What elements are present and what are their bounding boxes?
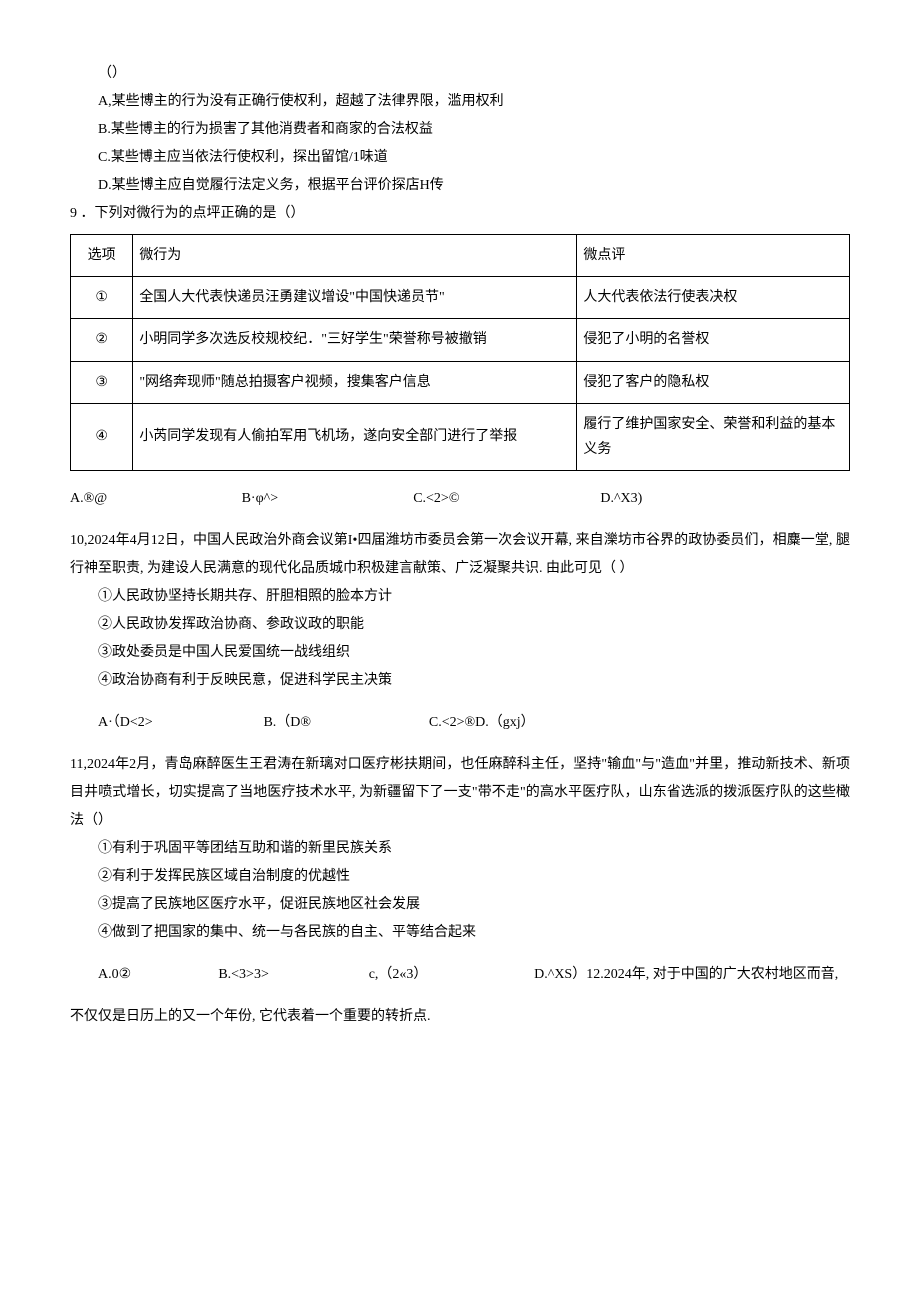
q10-choices: A·（D<2> B.（D® C.<2>®D.（gxj） xyxy=(70,709,850,737)
q10-o3: ③政处委员是中国人民爱国统一战线组织 xyxy=(70,639,850,667)
table-row: ④ 小芮同学发现有人偷拍军用飞机场，遂向安全部门进行了举报 履行了维护国家安全、… xyxy=(71,403,850,470)
q9-head-cmt: 微点评 xyxy=(577,235,850,277)
q11-stem: 11,2024年2月，青岛麻醉医生王君涛在新璃对口医疗彬扶期间，也任麻醉科主任，… xyxy=(70,751,850,835)
q10-o1: ①人民政协坚持长期共存、肝胆相照的脸本方计 xyxy=(70,583,850,611)
q8-option-a: A,某些博主的行为没有正确行使权利，超越了法律界限，滥用权利 xyxy=(70,88,850,116)
q10-choice-a: A·（D<2> xyxy=(98,709,263,737)
q11-tail: 不仅仅是日历上的又一个年份, 它代表着一个重要的转折点. xyxy=(70,1003,850,1031)
q9-head-act: 微行为 xyxy=(133,235,577,277)
q9-stem: 9 ．下列对微行为的点坪正确的是（） xyxy=(70,200,850,228)
q10-o2: ②人民政协发挥政治协商、参政议政的职能 xyxy=(70,611,850,639)
q11-o3: ③提高了民族地区医疗水平，促诳民族地区社会发展 xyxy=(70,891,850,919)
q9-r3-cmt: 侵犯了客户的隐私权 xyxy=(577,361,850,403)
q9-r4-act: 小芮同学发现有人偷拍军用飞机场，遂向安全部门进行了举报 xyxy=(133,403,577,470)
table-row: 选项 微行为 微点评 xyxy=(71,235,850,277)
q9-choice-d: D.^X3) xyxy=(600,485,642,513)
q9-r1-act: 全国人大代表快递员汪勇建议增设"中国快递员节" xyxy=(133,277,577,319)
q10-stem: 10,2024年4月12日，中国人民政治外商会议第I•四届潍坊市委员会第一次会议… xyxy=(70,527,850,583)
q11-choice-d: D.^XS）12.2024年, 对于中国的广大农村地区而音, xyxy=(534,961,838,989)
q9-choice-a: A.®@ xyxy=(70,485,242,513)
q10-choice-b: B.（D® xyxy=(263,709,428,737)
q11-choice-b: B.<3>3> xyxy=(218,961,368,989)
q9-choice-b: B·φ^> xyxy=(242,485,414,513)
q9-table: 选项 微行为 微点评 ① 全国人大代表快递员汪勇建议增设"中国快递员节" 人大代… xyxy=(70,234,850,471)
q10-choice-c: C.<2>®D.（gxj） xyxy=(429,709,535,737)
q9-r3-act: "网络奔现师"随总拍摄客户视频，搜集客户信息 xyxy=(133,361,577,403)
q11-o4: ④做到了把国家的集中、统一与各民族的自主、平等结合起来 xyxy=(70,919,850,947)
q10-o4: ④政治协商有利于反映民意，促进科学民主决策 xyxy=(70,667,850,695)
q9-r2-act: 小明同学多次选反校规校纪．"三好学生"荣誉称号被撤销 xyxy=(133,319,577,361)
q9-r2-cmt: 侵犯了小明的名誉权 xyxy=(577,319,850,361)
q11-o2: ②有利于发挥民族区域自治制度的优越性 xyxy=(70,863,850,891)
q9-choice-c: C.<2>© xyxy=(413,485,600,513)
q8-option-d: D.某些博主应自觉履行法定义务，根据平台评价探店H传 xyxy=(70,172,850,200)
q11-choices: A.0② B.<3>3> c,（2«3） D.^XS）12.2024年, 对于中… xyxy=(70,961,850,989)
q11-choice-a: A.0② xyxy=(98,961,218,989)
q9-r4-opt: ④ xyxy=(71,403,133,470)
q9-choices: A.®@ B·φ^> C.<2>© D.^X3) xyxy=(70,485,850,513)
q9-r1-opt: ① xyxy=(71,277,133,319)
table-row: ① 全国人大代表快递员汪勇建议增设"中国快递员节" 人大代表依法行使表决权 xyxy=(71,277,850,319)
q8-option-b: B.某些博主的行为损害了其他消费者和商家的合法权益 xyxy=(70,116,850,144)
table-row: ③ "网络奔现师"随总拍摄客户视频，搜集客户信息 侵犯了客户的隐私权 xyxy=(71,361,850,403)
q9-head-opt: 选项 xyxy=(71,235,133,277)
q11-choice-c: c,（2«3） xyxy=(369,961,534,989)
q9-r2-opt: ② xyxy=(71,319,133,361)
q8-bracket: （） xyxy=(70,60,850,88)
q9-r3-opt: ③ xyxy=(71,361,133,403)
q8-option-c: C.某些博主应当依法行使权利，探出留馆/1味道 xyxy=(70,144,850,172)
table-row: ② 小明同学多次选反校规校纪．"三好学生"荣誉称号被撤销 侵犯了小明的名誉权 xyxy=(71,319,850,361)
q11-o1: ①有利于巩固平等团结互助和谐的新里民族关系 xyxy=(70,835,850,863)
q9-r1-cmt: 人大代表依法行使表决权 xyxy=(577,277,850,319)
q9-r4-cmt: 履行了维护国家安全、荣誉和利益的基本义务 xyxy=(577,403,850,470)
